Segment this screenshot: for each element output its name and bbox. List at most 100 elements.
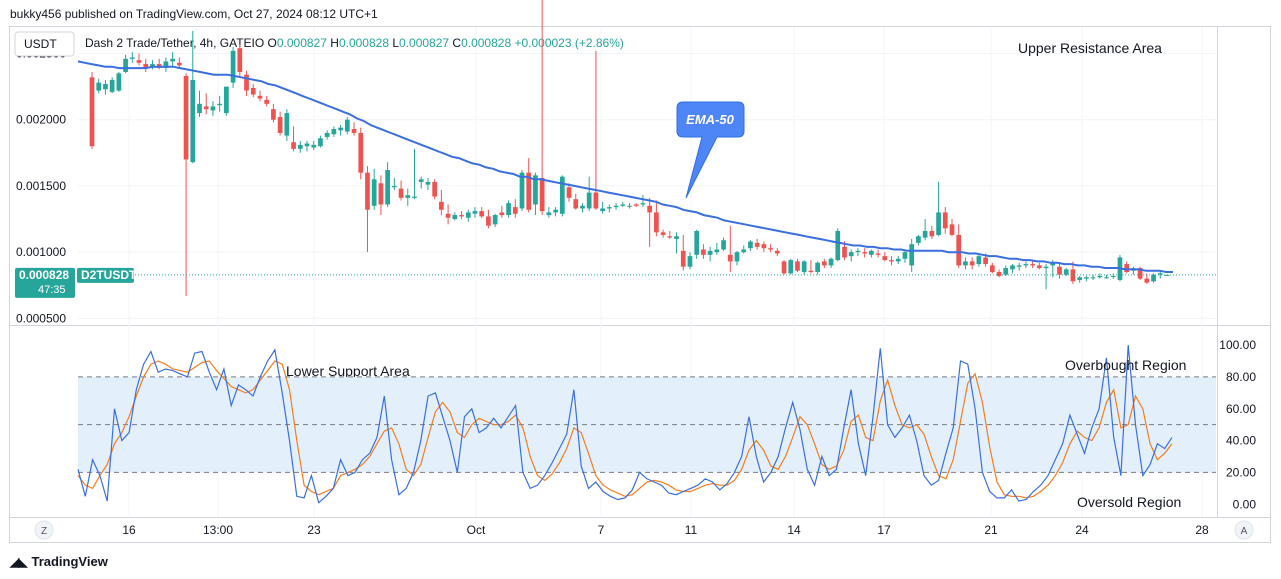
candle-body <box>640 203 646 205</box>
candle-body <box>1057 266 1062 275</box>
price-tick-label: 0.002000 <box>16 113 66 127</box>
high-value: 0.000828 <box>339 36 392 50</box>
axis-a-button[interactable] <box>1234 520 1254 540</box>
candle-body <box>418 179 424 182</box>
candle-body <box>660 232 666 235</box>
candle-body <box>96 82 102 91</box>
candle-body <box>257 95 263 99</box>
candle-body <box>425 181 431 185</box>
candles <box>89 0 1170 296</box>
candle-body <box>620 204 626 206</box>
candle-body <box>1137 268 1143 279</box>
candle-body <box>103 83 108 90</box>
candle-body <box>969 261 975 266</box>
candle-body <box>459 215 464 217</box>
high-label: H <box>330 36 339 50</box>
candle-body <box>741 249 747 253</box>
candle-body <box>842 246 847 258</box>
candle-body <box>89 77 95 147</box>
candle-body <box>1010 265 1015 270</box>
candle-body <box>808 270 814 273</box>
candle-body <box>902 252 908 259</box>
candle-body <box>291 142 296 149</box>
time-tick-label: 21 <box>984 523 998 537</box>
tradingview-logo[interactable]: ◢◣ TradingView <box>10 554 108 569</box>
candle-body <box>439 201 444 210</box>
candle-body <box>647 205 653 213</box>
candle-body <box>674 236 679 239</box>
open-label: O <box>268 36 277 50</box>
candle-body <box>788 260 794 274</box>
candle-body <box>889 260 894 262</box>
candle-body <box>1003 268 1009 275</box>
candle-body <box>129 57 135 59</box>
candle-body <box>875 253 881 255</box>
candle-body <box>526 172 532 210</box>
candle-body <box>707 250 713 255</box>
candle-body <box>553 209 558 213</box>
candle-body <box>694 230 700 255</box>
publisher-bar: bukky456 published on TradingView.com, O… <box>0 0 1281 26</box>
time-tick-label: 17 <box>877 523 891 537</box>
stoch-d-line <box>77 360 1173 499</box>
candle-body <box>479 211 485 217</box>
candle-body <box>304 143 310 147</box>
candle-body <box>237 48 243 73</box>
candle-body <box>989 265 995 273</box>
candle-body <box>230 50 236 83</box>
candle-body <box>721 240 726 250</box>
candle-body <box>277 117 283 133</box>
currency-button[interactable] <box>14 31 75 57</box>
time-tick-label: 13:00 <box>203 523 233 537</box>
axis-z-button[interactable] <box>34 520 54 540</box>
candle-body <box>432 181 438 197</box>
price-tick-label: 0.000500 <box>16 311 66 325</box>
candle-body <box>519 172 525 209</box>
chart-frame <box>9 26 1271 543</box>
open-value: 0.000827 <box>277 36 330 50</box>
candle-body <box>761 244 767 249</box>
candle-body <box>848 252 854 257</box>
candle-body <box>385 170 390 205</box>
candle-body <box>412 196 417 198</box>
candle-body <box>600 208 605 212</box>
candle-body <box>983 257 988 265</box>
candle-body <box>633 204 639 206</box>
stoch-tick-label: 60.00 <box>1226 402 1256 416</box>
candle-body <box>586 192 592 209</box>
candle-body <box>311 144 317 148</box>
stoch-tick-label: 40.00 <box>1226 434 1256 448</box>
candle-body <box>821 261 827 266</box>
stoch-tick-label: 100.00 <box>1219 338 1256 352</box>
candle-body <box>344 119 350 132</box>
candle-body <box>405 195 411 198</box>
candle-body <box>163 61 169 69</box>
currency-label: USDT <box>24 37 57 51</box>
candle-body <box>963 261 968 266</box>
upper-resistance-label: Upper Resistance Area <box>1018 40 1162 56</box>
candle-body <box>1097 275 1103 278</box>
candle-body <box>976 256 982 265</box>
candle-body <box>922 230 928 238</box>
candle-body <box>297 144 303 149</box>
candle-body <box>170 58 175 62</box>
candle-body <box>1090 277 1096 279</box>
candle-body <box>250 87 256 95</box>
low-label: L <box>392 36 399 50</box>
candle-body <box>264 99 270 104</box>
candle-body <box>734 252 740 262</box>
stoch-tick-label: 0.00 <box>1233 497 1257 511</box>
axis-z-label: Z <box>41 526 47 537</box>
candle-body <box>539 177 545 212</box>
candle-body <box>499 212 505 216</box>
candle-body <box>472 211 478 214</box>
candle-body <box>143 64 149 69</box>
candle-body <box>727 254 733 262</box>
candle-body <box>701 249 706 255</box>
candle-body <box>573 199 579 209</box>
candle-body <box>654 212 659 233</box>
candle-body <box>358 132 364 173</box>
candle-body <box>687 256 693 267</box>
candle-body <box>492 215 498 225</box>
